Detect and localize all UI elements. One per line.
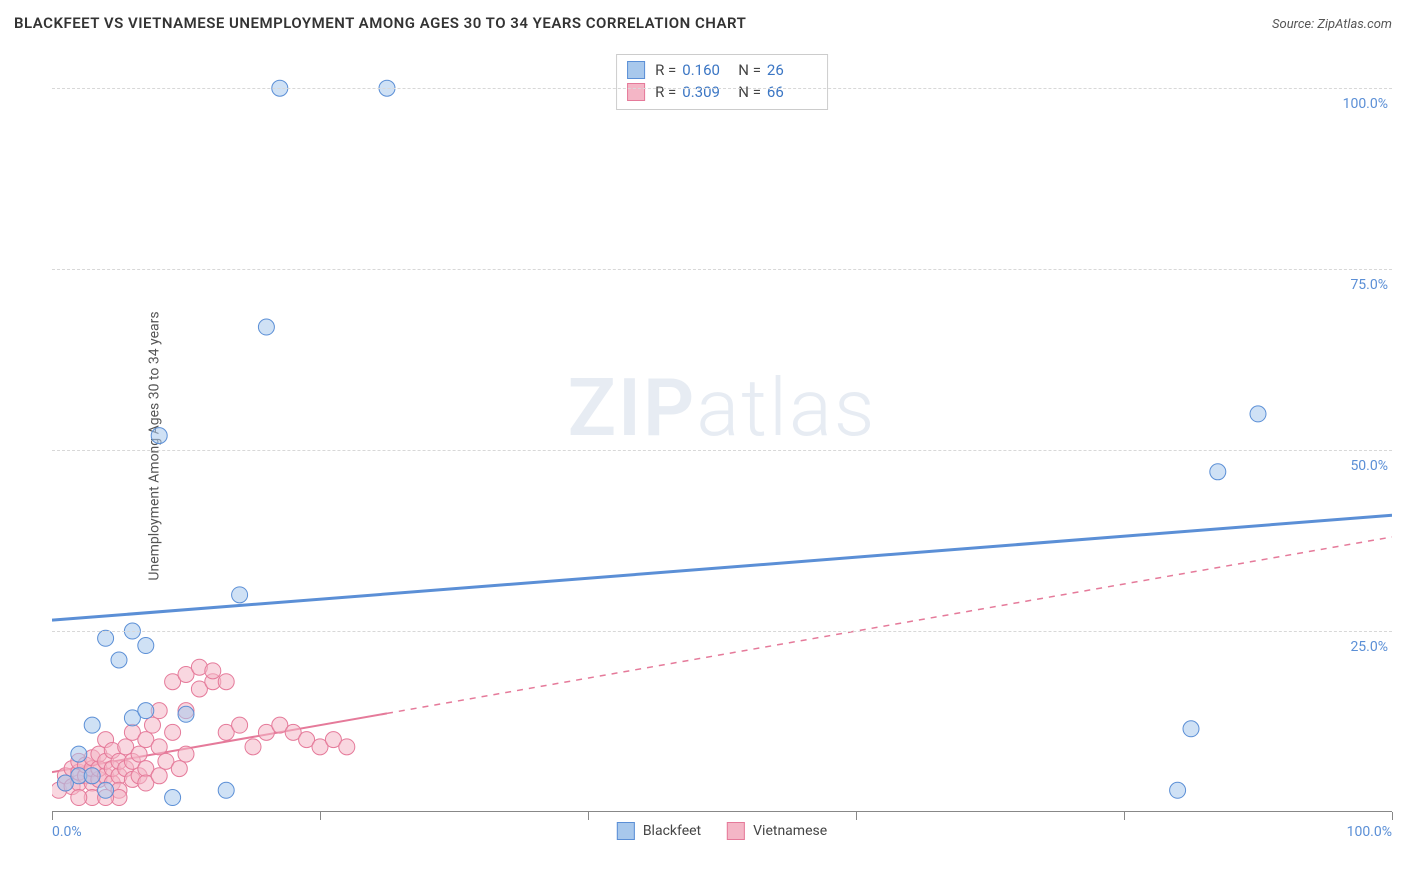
data-point-vietnamese	[178, 746, 194, 762]
y-tick-label: 50.0%	[1350, 458, 1388, 474]
data-point-blackfeet	[98, 630, 114, 646]
x-tick	[1124, 812, 1125, 820]
data-point-vietnamese	[165, 724, 181, 740]
data-point-blackfeet	[178, 706, 194, 722]
data-point-blackfeet	[1210, 464, 1226, 480]
data-point-blackfeet	[1250, 406, 1266, 422]
data-point-blackfeet	[165, 790, 181, 806]
data-point-vietnamese	[232, 717, 248, 733]
stats-row-blackfeet: R = 0.160 N = 26	[627, 59, 813, 81]
stats-legend-box: R = 0.160 N = 26 R = 0.309 N = 66	[616, 54, 828, 110]
data-point-blackfeet	[138, 703, 154, 719]
stats-row-vietnamese: R = 0.309 N = 66	[627, 81, 813, 103]
n-value-vietnamese: 66	[767, 83, 813, 101]
gridline	[52, 631, 1392, 632]
y-tick-label: 75.0%	[1350, 277, 1388, 293]
data-point-blackfeet	[71, 746, 87, 762]
n-label: N =	[738, 83, 761, 101]
data-point-vietnamese	[151, 768, 167, 784]
data-point-blackfeet	[258, 319, 274, 335]
data-point-blackfeet	[1170, 782, 1186, 798]
x-tick	[856, 812, 857, 820]
x-tick	[1392, 812, 1393, 820]
data-point-vietnamese	[245, 739, 261, 755]
data-point-vietnamese	[171, 761, 187, 777]
n-value-blackfeet: 26	[767, 61, 813, 79]
gridline	[52, 450, 1392, 451]
r-value-blackfeet: 0.160	[682, 61, 728, 79]
legend-swatch-blackfeet	[617, 822, 635, 840]
gridline	[52, 269, 1392, 270]
scatter-svg	[52, 52, 1392, 842]
gridline	[52, 88, 1392, 89]
data-point-blackfeet	[232, 587, 248, 603]
data-point-blackfeet	[111, 652, 127, 668]
chart-title: BLACKFEET VS VIETNAMESE UNEMPLOYMENT AMO…	[14, 14, 746, 32]
x-tick	[52, 812, 53, 820]
n-label: N =	[738, 61, 761, 79]
legend-label-blackfeet: Blackfeet	[643, 823, 701, 839]
trend-line-dashed-vietnamese	[387, 537, 1392, 713]
x-tick	[320, 812, 321, 820]
legend-item-vietnamese: Vietnamese	[727, 822, 827, 840]
data-point-blackfeet	[98, 782, 114, 798]
r-value-vietnamese: 0.309	[682, 83, 728, 101]
r-label: R =	[655, 61, 676, 79]
y-tick-label: 25.0%	[1350, 639, 1388, 655]
x-tick-label: 100.0%	[1347, 824, 1392, 840]
data-point-vietnamese	[151, 739, 167, 755]
x-tick-label: 0.0%	[52, 824, 82, 840]
data-point-blackfeet	[1183, 721, 1199, 737]
trend-line-blackfeet	[52, 515, 1392, 620]
data-point-blackfeet	[151, 428, 167, 444]
x-axis-line	[52, 811, 1392, 812]
data-point-vietnamese	[205, 663, 221, 679]
legend-label-vietnamese: Vietnamese	[753, 823, 827, 839]
legend-swatch-vietnamese	[627, 83, 645, 101]
data-point-vietnamese	[218, 674, 234, 690]
data-point-blackfeet	[84, 768, 100, 784]
r-label: R =	[655, 83, 676, 101]
x-tick	[588, 812, 589, 820]
plot-area: ZIPatlas R =0.160 N =26 R =0.309 N =66 2…	[52, 52, 1392, 842]
data-point-vietnamese	[145, 717, 161, 733]
data-point-blackfeet	[138, 638, 154, 654]
data-point-blackfeet	[84, 717, 100, 733]
data-point-vietnamese	[339, 739, 355, 755]
bottom-legend: Blackfeet Vietnamese	[617, 822, 827, 840]
data-point-vietnamese	[131, 746, 147, 762]
data-point-blackfeet	[218, 782, 234, 798]
legend-item-blackfeet: Blackfeet	[617, 822, 701, 840]
source-label: Source: ZipAtlas.com	[1272, 17, 1392, 32]
legend-swatch-vietnamese	[727, 822, 745, 840]
y-tick-label: 100.0%	[1343, 96, 1388, 112]
legend-swatch-blackfeet	[627, 61, 645, 79]
data-point-vietnamese	[71, 790, 87, 806]
